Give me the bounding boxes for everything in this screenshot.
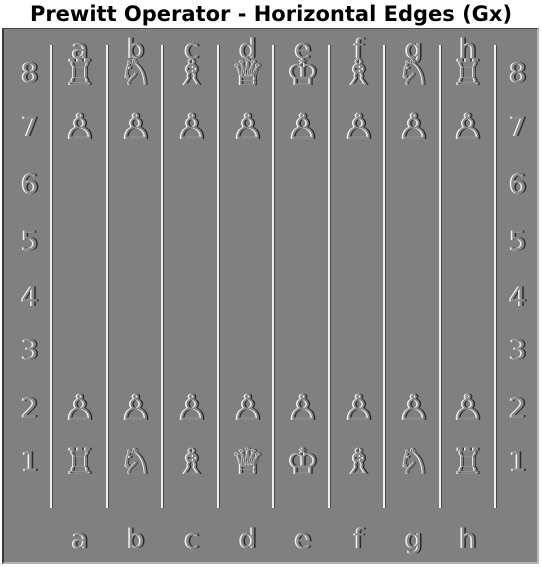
file-boundary-line xyxy=(217,45,219,508)
file-label-top: b xyxy=(127,34,145,65)
knight-icon: ♘ xyxy=(119,53,153,94)
file-label-bottom: g xyxy=(405,524,423,555)
rank-label-left: 2 xyxy=(21,393,39,424)
pawn-icon: ♙ xyxy=(63,388,97,429)
rank-label-right: 6 xyxy=(509,169,527,200)
bishop-icon: ♗ xyxy=(175,53,209,94)
file-boundary-line xyxy=(328,45,330,508)
bishop-icon: ♗ xyxy=(342,53,376,94)
pawn-icon: ♙ xyxy=(119,388,153,429)
file-label-top: c xyxy=(184,34,200,65)
knight-icon: ♘ xyxy=(119,442,153,483)
file-boundary-line xyxy=(383,45,385,508)
pawn-icon: ♙ xyxy=(451,107,485,148)
rank-label-right: 8 xyxy=(509,58,527,89)
queen-icon: ♕ xyxy=(231,53,265,94)
pawn-icon: ♙ xyxy=(119,107,153,148)
file-label-bottom: a xyxy=(71,524,89,555)
file-boundary-line xyxy=(272,45,274,508)
pawn-icon: ♙ xyxy=(397,388,431,429)
pawn-icon: ♙ xyxy=(286,107,320,148)
pawn-icon: ♙ xyxy=(231,107,265,148)
king-icon: ♔ xyxy=(286,442,320,483)
file-label-bottom: d xyxy=(239,524,257,555)
file-boundary-line xyxy=(439,45,441,508)
chessboard-edge-map: a b c d e f g h a b c d e f g h 8 7 6 5 4 3 2 1 8 7 6 5 4 3 2 1 ♖ ♘ ♗ ♕… xyxy=(2,28,539,564)
rank-label-right: 2 xyxy=(509,393,527,424)
rank-label-right: 3 xyxy=(509,335,527,366)
rank-label-left: 4 xyxy=(21,282,39,313)
bishop-icon: ♗ xyxy=(342,442,376,483)
pawn-icon: ♙ xyxy=(451,388,485,429)
pawn-icon: ♙ xyxy=(175,388,209,429)
pawn-icon: ♙ xyxy=(342,107,376,148)
bishop-icon: ♗ xyxy=(175,442,209,483)
queen-icon: ♕ xyxy=(231,442,265,483)
file-label-bottom: e xyxy=(294,524,312,555)
pawn-icon: ♙ xyxy=(63,107,97,148)
file-label-top: g xyxy=(405,34,423,65)
king-icon: ♔ xyxy=(286,53,320,94)
file-label-top: f xyxy=(354,34,364,65)
file-label-bottom: h xyxy=(459,524,477,555)
rank-label-right: 5 xyxy=(509,226,527,257)
rank-label-left: 7 xyxy=(21,112,39,143)
file-label-bottom: c xyxy=(184,524,200,555)
pawn-icon: ♙ xyxy=(231,388,265,429)
rank-label-left: 6 xyxy=(21,169,39,200)
file-boundary-line xyxy=(106,45,108,508)
file-label-top: a xyxy=(71,34,89,65)
rook-icon: ♖ xyxy=(451,442,485,483)
knight-icon: ♘ xyxy=(397,53,431,94)
rank-label-right: 4 xyxy=(509,282,527,313)
file-label-top: h xyxy=(459,34,477,65)
pawn-icon: ♙ xyxy=(397,107,431,148)
rank-label-left: 3 xyxy=(21,335,39,366)
rank-label-right: 1 xyxy=(509,447,527,478)
pawn-icon: ♙ xyxy=(175,107,209,148)
file-label-top: d xyxy=(239,34,257,65)
file-label-top: e xyxy=(294,34,312,65)
rook-icon: ♖ xyxy=(63,53,97,94)
file-label-bottom: b xyxy=(127,524,145,555)
rank-label-left: 5 xyxy=(21,226,39,257)
file-label-bottom: f xyxy=(354,524,364,555)
rook-icon: ♖ xyxy=(451,53,485,94)
file-boundary-line xyxy=(494,45,496,508)
knight-icon: ♘ xyxy=(397,442,431,483)
pawn-icon: ♙ xyxy=(342,388,376,429)
rank-label-right: 7 xyxy=(509,112,527,143)
pawn-icon: ♙ xyxy=(286,388,320,429)
file-boundary-line xyxy=(161,45,163,508)
rank-label-left: 8 xyxy=(21,58,39,89)
image-title: Prewitt Operator - Horizontal Edges (Gx) xyxy=(29,2,513,26)
rook-icon: ♖ xyxy=(63,442,97,483)
file-boundary-line xyxy=(50,45,52,508)
rank-label-left: 1 xyxy=(21,447,39,478)
